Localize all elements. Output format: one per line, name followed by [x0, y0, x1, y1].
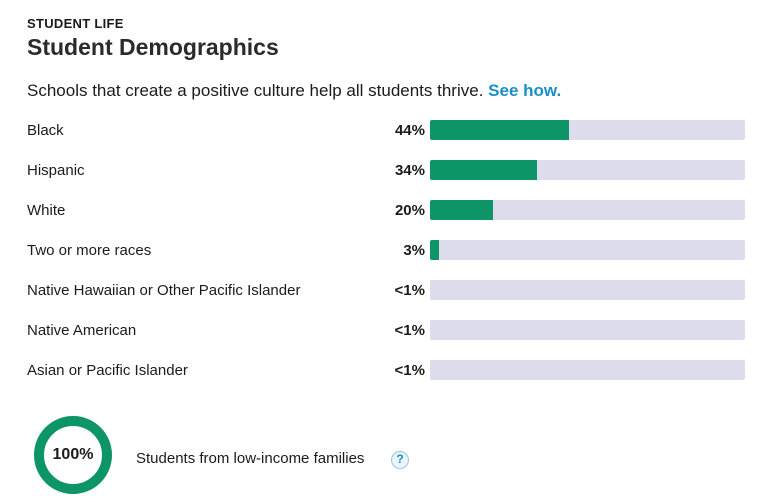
see-how-link[interactable]: See how. [488, 81, 562, 100]
low-income-donut [34, 416, 112, 494]
demographic-percent: <1% [394, 322, 425, 339]
demographic-bar [430, 320, 745, 340]
intro-text: Schools that create a positive culture h… [27, 81, 561, 101]
demographic-row-native-hawaiian: Native Hawaiian or Other Pacific Islande… [27, 280, 745, 320]
low-income-percent: 100% [52, 446, 94, 463]
intro-sentence: Schools that create a positive culture h… [27, 81, 484, 100]
demographic-label: Native Hawaiian or Other Pacific Islande… [27, 282, 301, 299]
page-title: Student Demographics [27, 34, 279, 60]
donut-arc [34, 416, 112, 494]
demographics-list: Black 44% Hispanic 34% White 20% Two or … [27, 120, 745, 400]
demographic-percent: <1% [394, 282, 425, 299]
demographic-bar-fill [430, 120, 569, 140]
demographic-percent: <1% [394, 362, 425, 379]
demographic-row-white: White 20% [27, 200, 745, 240]
demographic-row-asian: Asian or Pacific Islander <1% [27, 360, 745, 400]
demographic-bar-fill [430, 160, 538, 180]
demographic-bar [430, 160, 745, 180]
demographic-bar-fill [430, 200, 493, 220]
section-label: STUDENT LIFE [27, 16, 124, 31]
demographic-label: Asian or Pacific Islander [27, 362, 188, 379]
demographic-percent: 34% [394, 162, 425, 179]
demographic-percent: 3% [403, 242, 425, 259]
question-icon[interactable]: ? [391, 451, 409, 469]
demographic-label: White [27, 202, 66, 219]
demographic-bar [430, 200, 745, 220]
demographic-row-black: Black 44% [27, 120, 745, 160]
demographic-bar [430, 120, 745, 140]
demographic-row-native-american: Native American <1% [27, 320, 745, 360]
demographic-bar [430, 280, 745, 300]
demographic-percent: 20% [394, 202, 425, 219]
demographic-label: Two or more races [27, 242, 152, 259]
demographic-row-hispanic: Hispanic 34% [27, 160, 745, 200]
demographic-bar [430, 360, 745, 380]
demographic-percent: 44% [394, 122, 425, 139]
demographic-bar-fill [430, 240, 440, 260]
demographic-label: Native American [27, 322, 137, 339]
demographic-label: Hispanic [27, 162, 85, 179]
demographic-label: Black [27, 122, 64, 139]
demographic-bar [430, 240, 745, 260]
low-income-label: Students from low-income families [136, 450, 365, 467]
demographic-row-two-or-more: Two or more races 3% [27, 240, 745, 280]
